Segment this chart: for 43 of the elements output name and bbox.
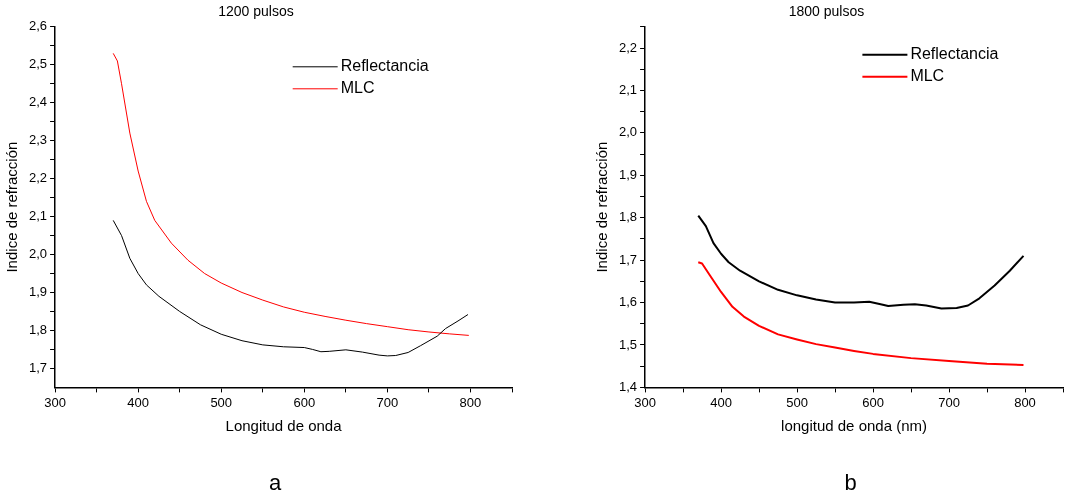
x-tick-label: 300 bbox=[634, 394, 656, 410]
chart-title: 1800 pulsos bbox=[788, 3, 865, 20]
y-tick-label: 2,1 bbox=[618, 82, 638, 98]
legend-label: MLC bbox=[340, 79, 375, 97]
x-tick-label: 500 bbox=[786, 394, 808, 410]
y-tick-label: 1,7 bbox=[28, 360, 48, 375]
x-tick-label: 500 bbox=[210, 394, 233, 410]
y-tick-label: 2,1 bbox=[28, 208, 48, 224]
y-tick-label: 2,5 bbox=[28, 56, 48, 72]
x-tick-label: 300 bbox=[44, 394, 66, 410]
text: a bbox=[267, 470, 283, 496]
chart-title: 1200 pulsos bbox=[218, 3, 294, 20]
y-axis-title: Indice de refracción bbox=[593, 141, 611, 273]
legend-label: Reflectancia bbox=[910, 45, 999, 63]
x-tick-label: 700 bbox=[938, 394, 960, 410]
x-axis-title: Longitud de onda bbox=[225, 417, 343, 435]
y-tick-label: 2,3 bbox=[28, 132, 48, 148]
y-tick-label: 2,0 bbox=[28, 246, 48, 262]
x-tick-label: 700 bbox=[376, 394, 399, 410]
y-tick-label: 1,5 bbox=[618, 336, 638, 352]
y-tick-label: 2,6 bbox=[28, 18, 48, 34]
y-tick-label: 2,2 bbox=[28, 170, 48, 186]
legend-label: MLC bbox=[910, 67, 945, 85]
y-tick-label: 1,6 bbox=[618, 294, 638, 310]
x-tick-label: 800 bbox=[459, 394, 482, 410]
y-tick-label: 2,4 bbox=[28, 94, 48, 110]
y-tick-label: 1,8 bbox=[618, 209, 638, 225]
x-tick-label: 400 bbox=[127, 394, 149, 410]
y-tick-label: 2,2 bbox=[618, 39, 638, 55]
text: b bbox=[843, 470, 858, 496]
y-tick-label: 1,4 bbox=[618, 378, 638, 394]
y-tick-label: 2,0 bbox=[618, 124, 638, 140]
y-tick-label: 1,8 bbox=[28, 322, 48, 338]
x-axis-title: longitud de onda (nm) bbox=[781, 417, 927, 435]
x-tick-label: 600 bbox=[293, 394, 316, 410]
y-tick-label: 1,9 bbox=[28, 284, 48, 300]
legend-label: Reflectancia bbox=[340, 57, 429, 75]
x-tick-label: 400 bbox=[710, 394, 732, 410]
x-tick-label: 600 bbox=[862, 394, 884, 410]
y-axis-title: Indice de refracción bbox=[3, 141, 21, 273]
y-tick-label: 1,9 bbox=[618, 166, 638, 182]
x-tick-label: 800 bbox=[1014, 394, 1036, 410]
y-tick-label: 1,7 bbox=[618, 251, 638, 267]
